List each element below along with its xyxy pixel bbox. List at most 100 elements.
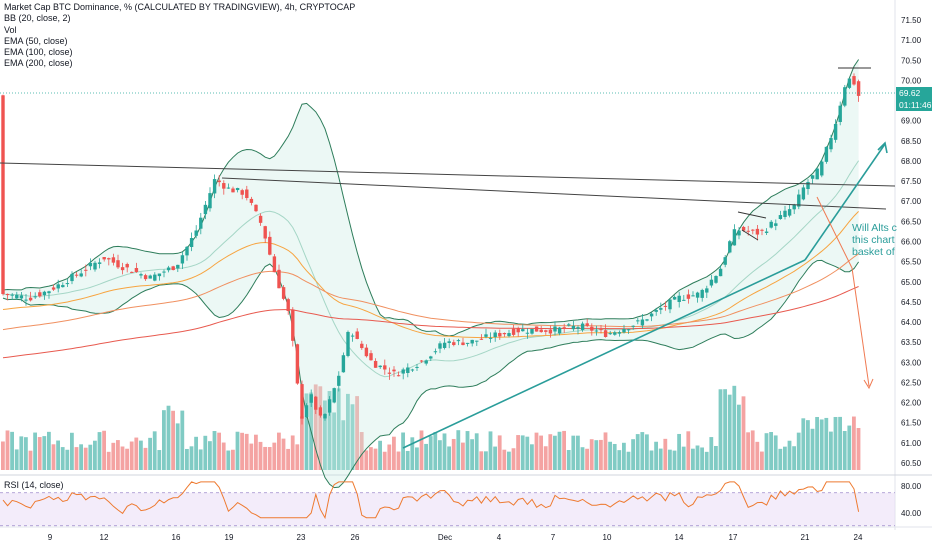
price-tick-label: 70.50 [901, 56, 922, 65]
volume-bar [741, 396, 746, 470]
ema-100-line [2, 253, 859, 331]
price-tick-label: 64.50 [901, 298, 922, 307]
legend-ema200[interactable]: EMA (200, close) [4, 58, 73, 69]
volume-bar [833, 416, 838, 470]
candle-body [387, 372, 392, 374]
legend-ema50[interactable]: EMA (50, close) [4, 35, 68, 46]
candle-body [682, 299, 686, 301]
ema-50-line [2, 211, 859, 339]
candle-body [295, 344, 300, 384]
volume-bar [654, 441, 658, 470]
legend-bb[interactable]: BB (20, close, 2) [4, 13, 71, 24]
legend-vol[interactable]: Vol [4, 24, 17, 35]
volume-bar [516, 435, 520, 470]
candle-body [84, 269, 88, 271]
volume-bar [83, 447, 88, 470]
volume-bar [806, 420, 810, 470]
volume-bar [419, 430, 424, 470]
candle-body [645, 319, 649, 321]
candle-body [93, 262, 97, 270]
volume-bar [60, 447, 65, 470]
candle-body [838, 105, 842, 122]
candle-body [314, 396, 318, 410]
volume-bar [148, 437, 152, 470]
candle-body [88, 262, 93, 267]
volume-bar [221, 442, 226, 470]
candle-body [424, 360, 428, 364]
candle-body [337, 375, 341, 386]
volume-bar [313, 384, 318, 470]
candle-body [350, 335, 355, 337]
candle-body [649, 313, 654, 317]
candle-body [341, 355, 346, 373]
legend-ema100[interactable]: EMA (100, close) [4, 47, 73, 58]
volume-bar [539, 435, 543, 470]
candle-body [521, 329, 525, 332]
candle-body [815, 168, 819, 180]
candle-body [530, 328, 534, 334]
candle-body [475, 340, 479, 342]
volume-bar [111, 442, 116, 470]
price-tick-label: 66.00 [901, 237, 922, 246]
drawing-text-note[interactable]: Will Alts c this chart basket of [852, 222, 897, 258]
candle-body [741, 226, 746, 231]
volume-bar [608, 441, 612, 470]
volume-bar [769, 431, 773, 470]
candle-body [134, 268, 139, 272]
candle-body [539, 329, 543, 333]
volume-bar [139, 440, 143, 470]
volume-bar [198, 449, 203, 470]
candle-body [130, 271, 134, 273]
flag-line-2 [741, 229, 759, 241]
volume-bar [635, 434, 640, 470]
candle-body [139, 274, 143, 276]
volume-bar [488, 431, 493, 470]
volume-bar [116, 440, 120, 470]
volume-bar [272, 442, 277, 470]
candle-body [442, 342, 447, 348]
price-tick-label: 61.50 [901, 419, 922, 428]
volume-bar [737, 404, 741, 470]
volume-bar [382, 451, 387, 470]
volume-bar [649, 450, 654, 470]
volume-bar [824, 417, 829, 470]
candle-body [19, 295, 24, 299]
volume-bar [447, 446, 451, 470]
candle-body [755, 228, 760, 235]
price-tick-label: 67.50 [901, 177, 922, 186]
volume-bar [433, 432, 438, 470]
volume-bar [566, 449, 571, 470]
candle-body [33, 296, 37, 298]
volume-bar [622, 442, 626, 470]
volume-bar [5, 430, 10, 470]
volume-bar [479, 451, 484, 470]
rsi-legend[interactable]: RSI (14, close) [4, 480, 64, 490]
volume-bar [42, 436, 47, 470]
candle-body [373, 360, 378, 368]
candle-body [677, 295, 681, 302]
volume-bar [240, 432, 244, 470]
volume-bar [405, 450, 410, 470]
candle-body [700, 289, 704, 298]
candle-body [410, 369, 415, 371]
candle-body [369, 353, 373, 361]
candle-body [208, 193, 212, 209]
volume-bar [727, 394, 732, 470]
candle-body [429, 356, 433, 359]
candle-body [194, 230, 198, 236]
volume-bar [258, 441, 263, 470]
date-tick-label: 24 [854, 533, 863, 542]
candle-body [5, 293, 10, 296]
candle-body [189, 238, 194, 248]
price-tick-label: 71.00 [901, 36, 922, 45]
rsi-tick-label: 80.00 [901, 482, 922, 491]
bollinger-upper-band [2, 59, 860, 337]
volume-bar [70, 432, 74, 470]
date-tick-label: 26 [351, 533, 360, 542]
volume-bar [594, 440, 599, 470]
candle-body [166, 267, 171, 271]
volume-bar [415, 447, 419, 470]
note-line-3: basket of [852, 246, 895, 258]
